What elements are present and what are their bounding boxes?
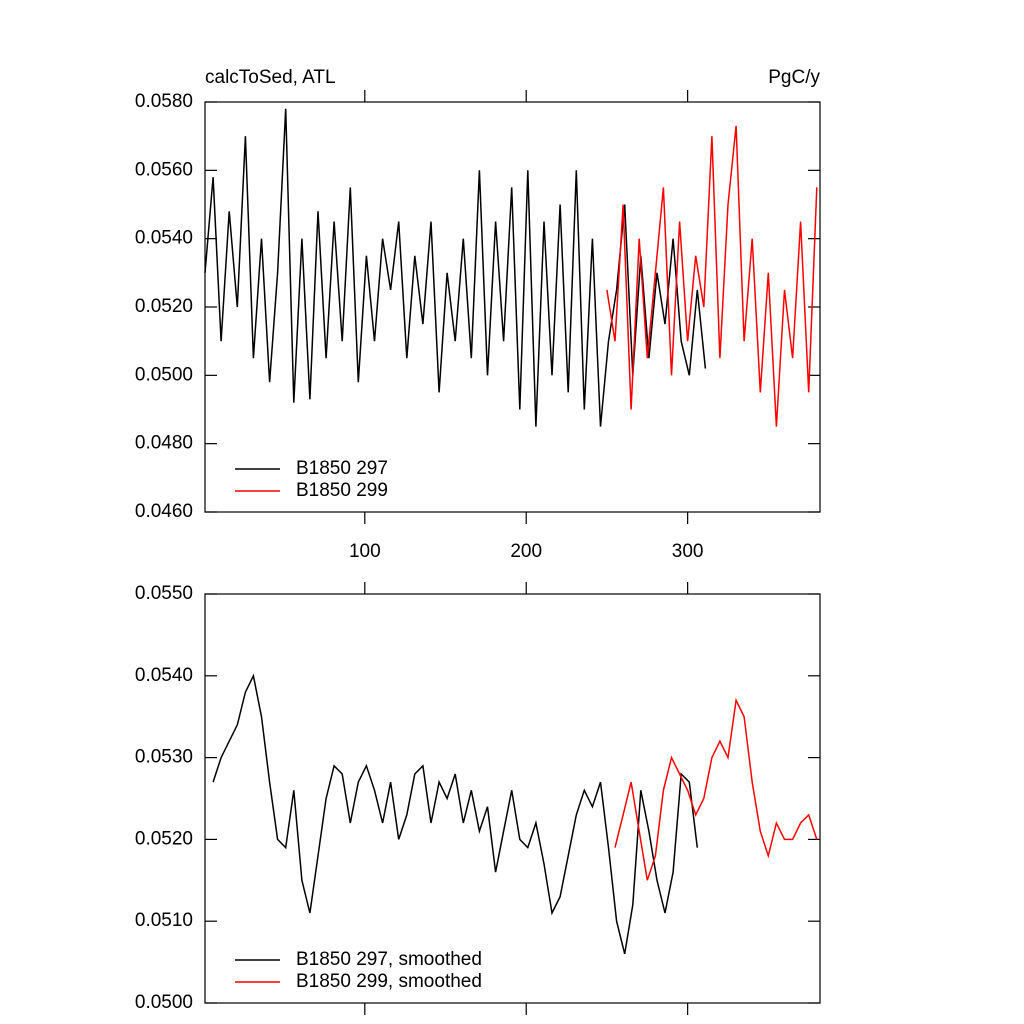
- y-tick-label: 0.0510: [135, 910, 193, 931]
- data-line: [614, 697, 818, 881]
- y-tick-label: 0.0460: [135, 501, 193, 522]
- y-tick-label: 0.0480: [135, 433, 193, 454]
- y-tick-label: 0.0580: [135, 91, 193, 112]
- y-tick-label: 0.0530: [135, 747, 193, 768]
- data-line: [212, 673, 699, 955]
- chart-title: calcToSed, ATL: [205, 67, 336, 88]
- unit-label: PgC/y: [768, 67, 820, 88]
- legend-label: B1850 299: [296, 480, 388, 501]
- legend-label: B1850 297, smoothed: [296, 949, 482, 970]
- legend-label: B1850 297: [296, 458, 388, 479]
- y-tick-label: 0.0550: [135, 583, 193, 604]
- y-tick-label: 0.0500: [135, 992, 193, 1013]
- y-tick-label: 0.0560: [135, 159, 193, 180]
- x-tick-label: 100: [349, 541, 381, 562]
- y-tick-label: 0.0520: [135, 828, 193, 849]
- y-tick-label: 0.0500: [135, 364, 193, 385]
- plot-frame: [204, 593, 821, 1004]
- data-line: [606, 125, 818, 427]
- x-tick-label: 300: [672, 541, 704, 562]
- plot-frame: [204, 101, 821, 513]
- x-tick-label: 200: [510, 541, 542, 562]
- y-tick-label: 0.0540: [135, 228, 193, 249]
- legend-label: B1850 299, smoothed: [296, 971, 482, 992]
- y-tick-label: 0.0520: [135, 296, 193, 317]
- y-tick-label: 0.0540: [135, 665, 193, 686]
